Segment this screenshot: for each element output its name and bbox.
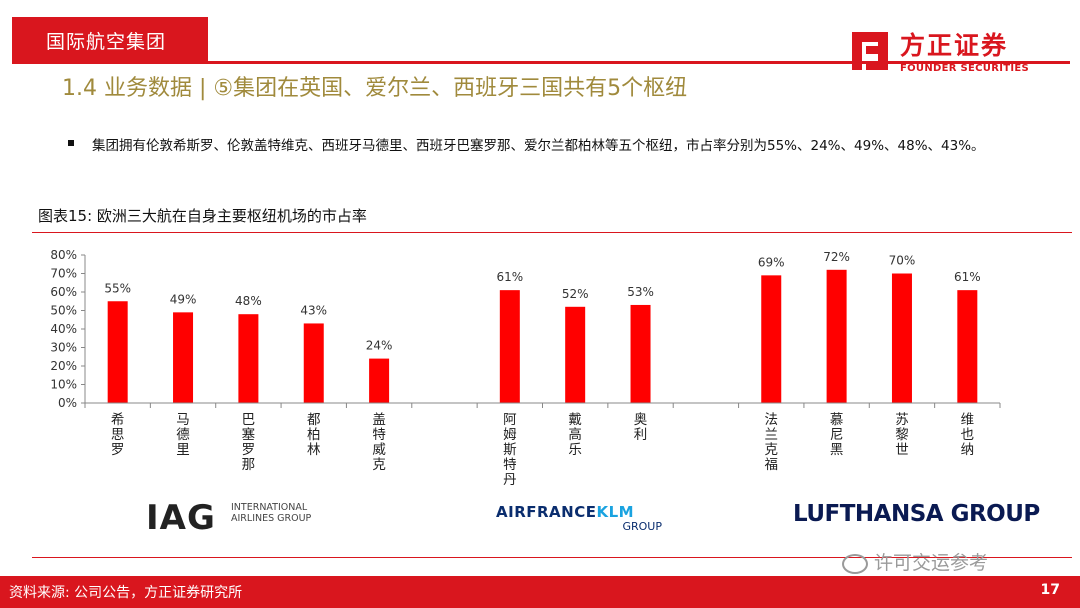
wechat-icon	[842, 553, 868, 574]
data-label: 70%	[889, 254, 916, 268]
bar	[238, 314, 259, 403]
afk-logo-main: AIRFRANCEKLM	[496, 503, 666, 521]
category-label: 戴高乐	[568, 412, 582, 458]
section-tag-label: 国际航空集团	[46, 31, 167, 53]
bar	[499, 290, 520, 403]
figure-rule	[32, 232, 1072, 233]
bar	[891, 273, 912, 403]
data-label: 61%	[496, 270, 523, 284]
data-label: 61%	[954, 270, 981, 284]
bar	[761, 275, 782, 403]
y-tick-label: 0%	[58, 396, 77, 410]
y-tick-label: 70%	[50, 267, 77, 281]
y-tick-label: 60%	[50, 285, 77, 299]
figure-title: 图表15: 欧洲三大航在自身主要枢纽机场的市占率	[38, 207, 367, 225]
y-tick-label: 30%	[50, 341, 77, 355]
data-label: 43%	[300, 303, 327, 317]
bar	[565, 306, 586, 403]
bar	[826, 269, 847, 403]
bar	[303, 323, 324, 403]
category-label: 希思罗	[111, 412, 125, 458]
category-label: 慕尼黑	[830, 412, 844, 458]
bullet-icon	[68, 140, 74, 146]
logo-text-en: FOUNDER SECURITIES	[900, 63, 1030, 74]
category-label: 苏黎世	[895, 412, 909, 458]
category-label: 都柏林	[307, 412, 321, 458]
page-title: 1.4 业务数据 | ⑤集团在英国、爱尔兰、西班牙三国共有5个枢纽	[62, 76, 688, 101]
lufthansa-logo: LUFTHANSA GROUP	[793, 501, 1040, 527]
category-label: 盖特威克	[372, 412, 386, 473]
data-label: 52%	[562, 287, 589, 301]
category-label: 马德里	[176, 412, 190, 458]
logo-text-cn: 方正证券	[900, 31, 1009, 60]
bullet-text: 集团拥有伦敦希斯罗、伦敦盖特维克、西班牙马德里、西班牙巴塞罗那、爱尔兰都柏林等五…	[92, 138, 985, 154]
footer-source: 资料来源: 公司公告，方正证券研究所	[9, 585, 243, 601]
data-label: 49%	[170, 292, 197, 306]
data-label: 55%	[104, 281, 131, 295]
y-tick-label: 10%	[50, 378, 77, 392]
footer-rule	[32, 557, 1072, 558]
y-tick-label: 40%	[50, 322, 77, 336]
iag-logo-sub: INTERNATIONAL AIRLINES GROUP	[231, 502, 312, 524]
y-tick-label: 80%	[50, 248, 77, 262]
y-tick-label: 50%	[50, 304, 77, 318]
bar	[369, 358, 390, 403]
footer-bar: 资料来源: 公司公告，方正证券研究所 17	[0, 576, 1080, 608]
category-label: 法兰克福	[765, 412, 779, 473]
data-label: 48%	[235, 294, 262, 308]
category-label: 阿姆斯特丹	[503, 412, 517, 488]
founder-logo: 方正证券 FOUNDER SECURITIES	[848, 26, 1038, 78]
data-label: 69%	[758, 255, 785, 269]
bar	[957, 290, 978, 403]
watermark: 许可交运参考	[842, 548, 988, 575]
bar	[173, 312, 194, 403]
category-label: 维也纳	[961, 412, 975, 458]
iag-logo: IAG INTERNATIONAL AIRLINES GROUP	[146, 499, 346, 539]
afk-logo-sub: GROUP	[622, 520, 662, 533]
afk-logo-airfrance: AIRFRANCE	[496, 503, 597, 521]
bar	[107, 301, 128, 403]
iag-logo-main: IAG	[146, 498, 216, 538]
watermark-text: 许可交运参考	[874, 552, 989, 574]
airfrance-klm-logo: AIRFRANCEKLM GROUP	[496, 503, 666, 533]
market-share-chart: 0% 10% 20% 30% 40% 50% 60% 70% 80% 55% 49% 48% 43% 2…	[50, 248, 1001, 488]
data-label: 72%	[823, 250, 850, 264]
category-label: 巴塞罗那	[242, 412, 256, 473]
founder-logo-icon	[852, 32, 888, 70]
category-label: 奥利	[634, 411, 648, 443]
section-tag: 国际航空集团	[12, 17, 208, 61]
y-tick-label: 20%	[50, 359, 77, 373]
data-label: 24%	[366, 339, 393, 353]
bar	[630, 304, 651, 403]
afk-logo-klm: KLM	[596, 503, 635, 521]
data-label: 53%	[627, 285, 654, 299]
header-rule	[12, 61, 1070, 64]
page-number: 17	[1040, 582, 1060, 598]
